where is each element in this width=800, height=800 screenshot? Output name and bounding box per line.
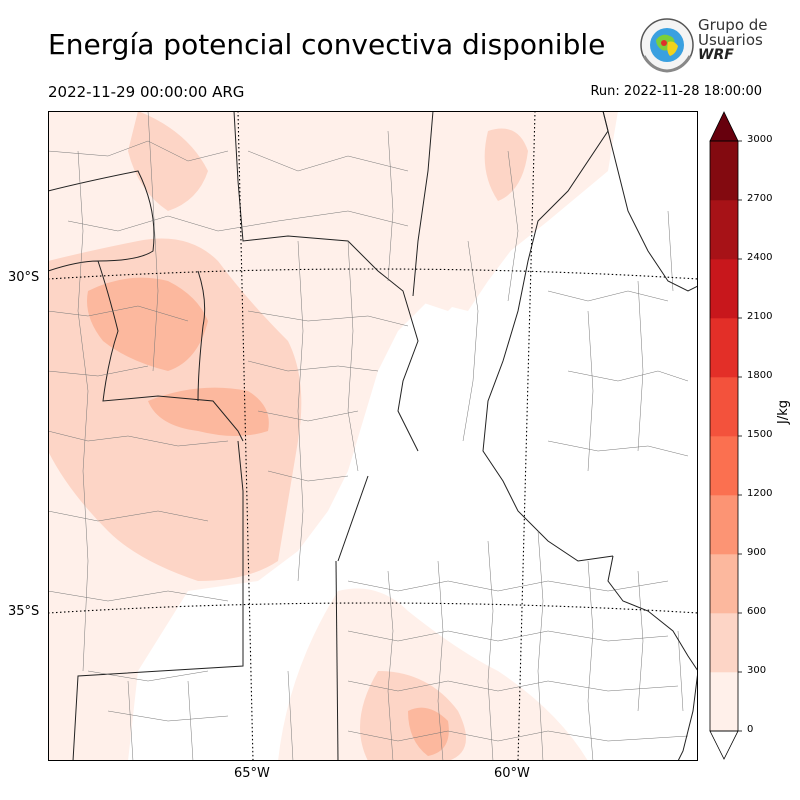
- colorbar-swatch: [710, 141, 738, 201]
- cape-map: [48, 111, 698, 761]
- colorbar-unit: J/kg: [776, 400, 791, 424]
- map-title: Energía potencial convectiva disponible: [48, 28, 606, 61]
- graticule: [48, 111, 698, 761]
- lat-label-35s: 35°S: [8, 604, 40, 619]
- lat-label-30s: 30°S: [8, 270, 40, 285]
- wrf-logo: Grupo de Usuarios WRF: [638, 16, 768, 74]
- colorbar-tick-marks: [738, 140, 742, 732]
- lon-label-60w: 60°W: [494, 766, 530, 781]
- valid-time: 2022-11-29 00:00:00 ARG: [48, 83, 245, 101]
- globe-icon: [640, 18, 694, 73]
- colorbar-swatch: [710, 613, 738, 673]
- colorbar-swatch: [710, 436, 738, 496]
- colorbar-tick-label: 900: [747, 547, 767, 558]
- lon-label-65w: 65°W: [234, 766, 270, 781]
- run-time: Run: 2022-11-28 18:00:00: [590, 84, 762, 99]
- colorbar-tick-label: 3000: [747, 134, 773, 145]
- coastline: [602, 111, 698, 761]
- colorbar-tick-label: 1800: [747, 370, 773, 381]
- department-boundaries: [48, 111, 689, 761]
- colorbar-tick-label: 2400: [747, 252, 773, 263]
- colorbar: [709, 111, 742, 760]
- colorbar-tick-label: 2700: [747, 193, 773, 204]
- meridian-60w: [517, 111, 536, 761]
- colorbar-tick-label: 1200: [747, 488, 773, 499]
- parallel-30s: [48, 268, 698, 280]
- colorbar-tick-label: 0: [747, 724, 754, 735]
- colorbar-swatch: [710, 318, 738, 378]
- colorbar-swatch: [710, 554, 738, 614]
- logo-line-3: WRF: [698, 47, 734, 63]
- colorbar-swatch: [710, 377, 738, 437]
- logo-line-1: Grupo de: [698, 16, 768, 34]
- colorbar-tick-label: 300: [747, 665, 767, 676]
- map-frame: [48, 111, 698, 761]
- colorbar-tick-label: 1500: [747, 429, 773, 440]
- parallel-35s: [48, 602, 698, 614]
- meridian-65w: [237, 111, 254, 761]
- colorbar-swatch: [710, 200, 738, 260]
- colorbar-swatch: [710, 495, 738, 555]
- colorbar-swatch: [710, 672, 738, 732]
- colorbar-swatch: [710, 259, 738, 319]
- logo-line-2: Usuarios: [698, 31, 763, 49]
- colorbar-extend-max: [709, 111, 739, 142]
- cape-band-600-900: [87, 277, 449, 756]
- colorbar-tick-label: 600: [747, 606, 767, 617]
- logo-text: Grupo de Usuarios WRF: [698, 18, 768, 63]
- colorbar-tick-label: 2100: [747, 311, 773, 322]
- colorbar-extend-min: [709, 730, 739, 760]
- colorbar-swatches: [710, 141, 738, 732]
